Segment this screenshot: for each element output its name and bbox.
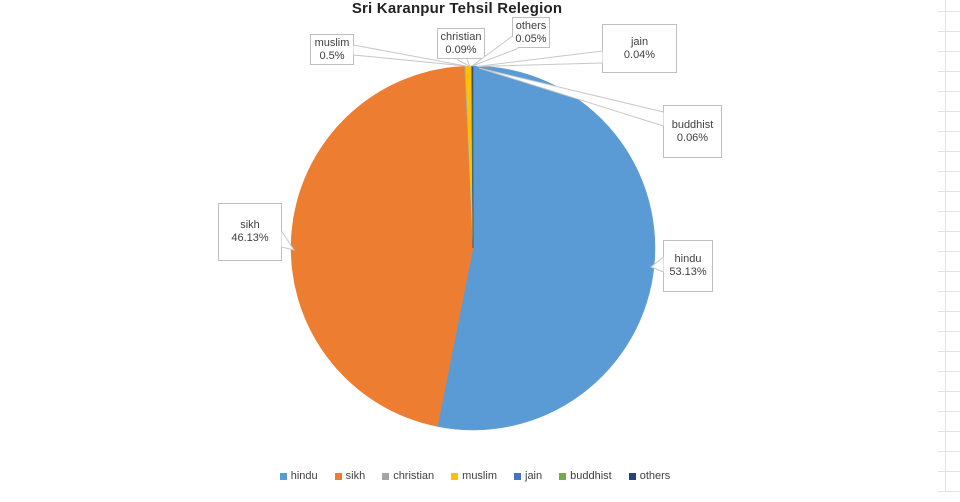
legend-label: hindu [290,470,318,482]
leader-line-sikh [281,230,296,251]
data-label-value: 0.09% [445,43,477,56]
leader-line-hindu [650,256,664,273]
data-label-value: 53.13% [669,266,707,278]
data-label-name: sikh [240,219,260,231]
legend-swatch-others [628,472,636,480]
legend-item-christian: christian [382,470,434,482]
leader-line-jain [476,50,603,67]
legend-swatch-christian [382,472,390,480]
data-label-name: christian [440,30,482,43]
legend-item-jain: jain [514,470,542,482]
legend-swatch-sikh [334,472,342,480]
legend-item-sikh: sikh [334,470,366,482]
data-label-value: 0.05% [515,32,547,45]
data-label-name: jain [630,35,649,48]
legend-swatch-buddhist [559,472,567,480]
pie-slice-christian [464,65,474,249]
data-label-sikh: sikh 46.13% [218,203,282,261]
pie-chart [290,65,656,431]
leader-line-buddhist [478,67,664,127]
spreadsheet-row-gridlines [938,0,960,502]
data-label-muslim: muslim 0.5% [310,34,354,65]
data-label-name: buddhist [671,118,714,131]
spreadsheet-column-gridline [945,0,946,491]
data-label-jain: jain 0.04% [602,24,677,73]
leader-lines [281,35,664,273]
legend-item-hindu: hindu [279,470,318,482]
legend-label: buddhist [570,470,612,482]
legend-label: christian [393,470,435,482]
chart-legend: hindu sikh christian muslim jain buddhis… [0,470,950,482]
pie-slice-buddhist [471,65,474,249]
leader-line-christian [456,59,472,68]
data-label-buddhist: buddhist 0.06% [663,105,722,158]
data-label-value: 0.04% [623,48,656,61]
data-label-name: hindu [674,253,702,265]
legend-item-buddhist: buddhist [559,470,612,482]
data-label-value: 46.13% [231,232,269,244]
data-label-value: 0.5% [319,49,345,62]
legend-item-others: others [628,470,671,482]
pie-slice-sikh [290,65,474,427]
legend-label: sikh [345,470,366,482]
pie-slice-jain [471,65,474,249]
data-label-name: muslim [314,36,350,49]
chart-title: Sri Karanpur Tehsil Relegion [351,0,563,17]
legend-swatch-hindu [279,472,287,480]
data-label-others: others 0.05% [512,17,550,48]
legend-item-muslim: muslim [451,470,497,482]
data-label-value: 0.06% [676,131,709,144]
pie-slice-others [472,65,474,249]
data-label-hindu: hindu 53.13% [663,240,713,292]
pie-slice-hindu [437,65,656,431]
legend-label: muslim [462,470,497,482]
legend-label: others [639,470,671,482]
legend-swatch-muslim [451,472,459,480]
data-label-name: others [515,19,547,32]
legend-swatch-jain [514,472,521,480]
legend-label: jain [525,470,543,482]
pie-slice-muslim [465,65,474,249]
data-label-christian: christian 0.09% [437,28,485,59]
